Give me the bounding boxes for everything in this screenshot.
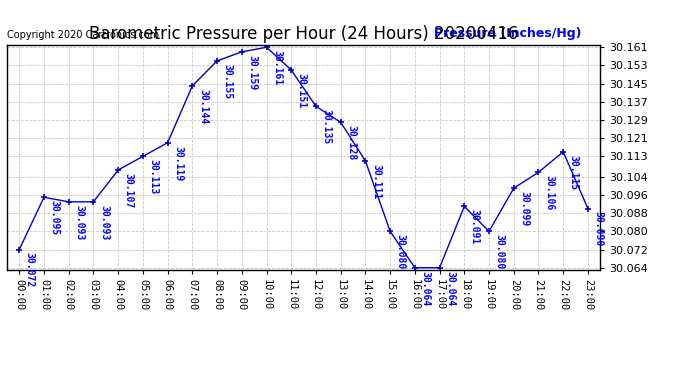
Text: 30.159: 30.159 [247,55,257,90]
Text: 30.093: 30.093 [75,205,84,240]
Text: 30.161: 30.161 [272,50,282,85]
Text: 30.155: 30.155 [223,64,233,99]
Text: 30.106: 30.106 [544,175,554,210]
Text: 30.144: 30.144 [198,88,208,124]
Text: 30.064: 30.064 [445,270,455,306]
Text: 30.093: 30.093 [99,205,109,240]
Text: 30.080: 30.080 [495,234,504,269]
Text: 30.107: 30.107 [124,173,134,208]
Text: Copyright 2020 Cartronics.com: Copyright 2020 Cartronics.com [7,30,159,40]
Text: Pressure (Inches/Hg): Pressure (Inches/Hg) [434,27,582,40]
Text: 30.128: 30.128 [346,125,356,160]
Text: 30.099: 30.099 [520,191,529,226]
Title: Barometric Pressure per Hour (24 Hours) 20200416: Barometric Pressure per Hour (24 Hours) … [89,26,518,44]
Text: 30.115: 30.115 [569,154,579,190]
Text: 30.119: 30.119 [173,146,183,181]
Text: 30.064: 30.064 [420,270,431,306]
Text: 30.080: 30.080 [395,234,406,269]
Text: 30.113: 30.113 [148,159,159,194]
Text: 30.135: 30.135 [322,109,331,144]
Text: 30.090: 30.090 [593,211,604,247]
Text: 30.072: 30.072 [25,252,34,288]
Text: 30.091: 30.091 [470,209,480,245]
Text: 30.095: 30.095 [50,200,59,235]
Text: 30.151: 30.151 [297,73,307,108]
Text: 30.111: 30.111 [371,164,381,199]
